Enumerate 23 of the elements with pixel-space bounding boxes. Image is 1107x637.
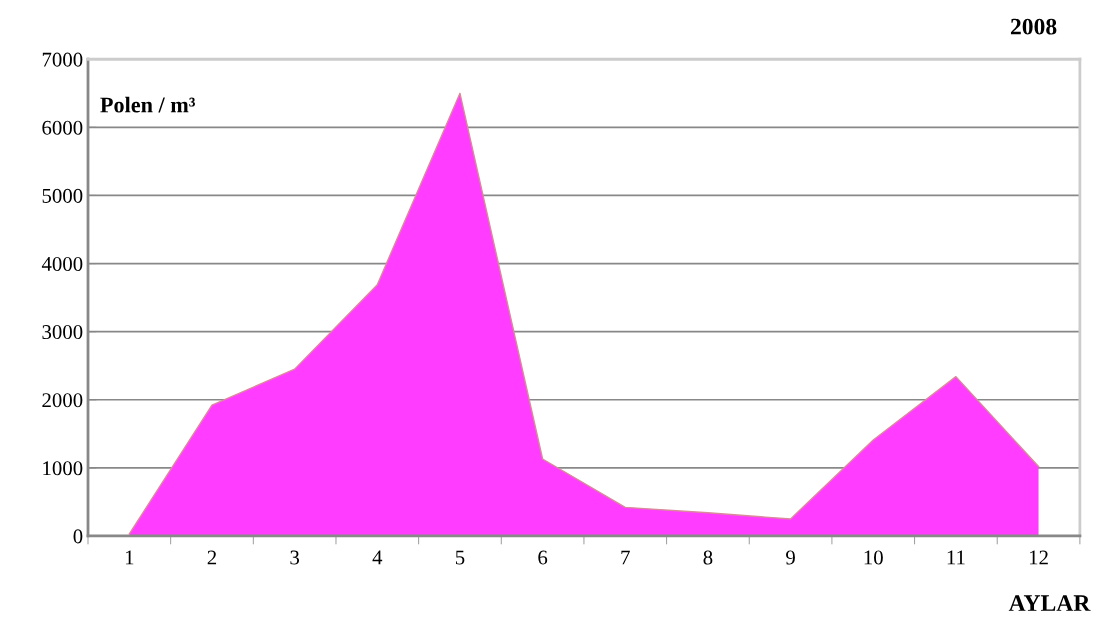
x-tick-label: 5 (455, 550, 465, 565)
y-tick-label: 2000 (42, 393, 83, 408)
y-axis-title: Polen / m³ (100, 96, 195, 113)
y-tick-label: 6000 (42, 120, 83, 135)
x-tick-label: 11 (947, 550, 965, 565)
x-tick-label: 3 (290, 550, 300, 565)
x-tick-label: 12 (1029, 550, 1048, 565)
x-tick-label: 7 (621, 550, 630, 565)
x-tick-label: 1 (125, 550, 134, 565)
x-axis-title: AYLAR (1008, 595, 1091, 611)
x-tick-label: 6 (538, 550, 548, 565)
y-tick-label: 5000 (42, 188, 83, 203)
y-tick-label: 1000 (43, 461, 83, 476)
y-tick-label: 3000 (42, 325, 83, 340)
y-tick-label: 7000 (42, 52, 83, 67)
x-tick-label: 2 (207, 550, 217, 565)
x-tick-label: 8 (703, 550, 713, 565)
chart-title: 2008 (1010, 18, 1057, 35)
x-tick-label: 4 (372, 550, 383, 565)
y-tick-label: 4000 (41, 256, 83, 271)
x-tick-label: 9 (786, 550, 795, 565)
x-tick-label: 10 (864, 550, 883, 565)
y-tick-label: 0 (73, 529, 83, 544)
